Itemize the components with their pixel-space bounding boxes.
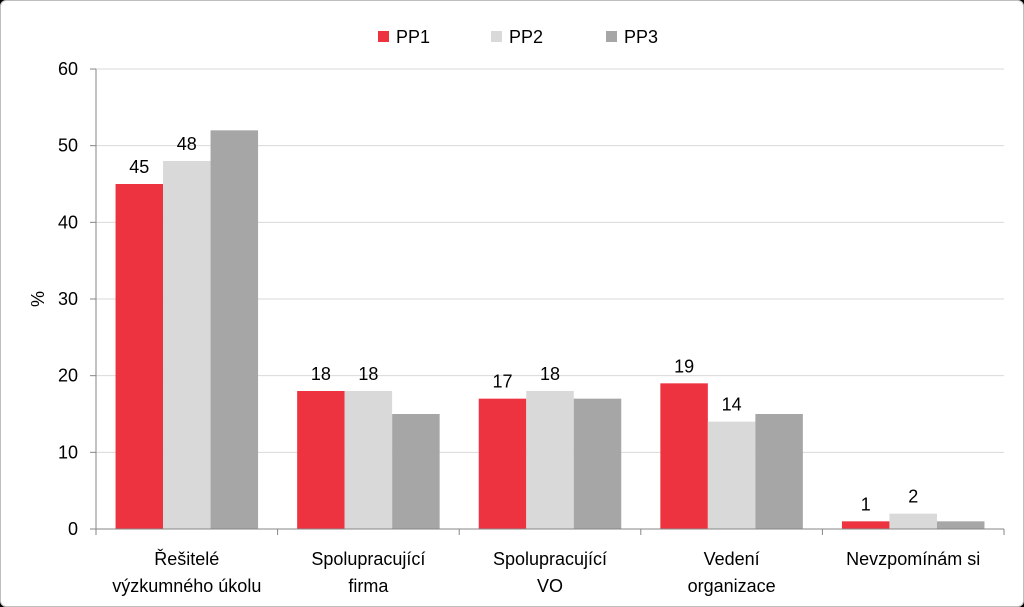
data-label: 18 xyxy=(311,364,331,384)
bar xyxy=(115,184,164,529)
legend-swatch xyxy=(491,31,502,42)
y-tick-label: 60 xyxy=(58,59,78,79)
legend-label: PP3 xyxy=(624,27,658,47)
data-label: 14 xyxy=(722,395,742,415)
data-label: 17 xyxy=(492,372,512,392)
y-tick-label: 0 xyxy=(68,519,78,539)
axes: 0 10 20 30 40 50 60 Řešitelé výzkumného úkolu Spo… xyxy=(58,59,1005,596)
bars xyxy=(115,130,985,530)
bar xyxy=(210,130,259,530)
bar xyxy=(392,414,440,529)
y-tick-label: 30 xyxy=(58,289,78,309)
y-tick-label: 20 xyxy=(58,366,78,386)
bar xyxy=(841,521,890,529)
bar xyxy=(889,513,937,529)
bar xyxy=(660,383,708,529)
data-label: 45 xyxy=(129,157,149,177)
bar xyxy=(478,398,527,529)
bar xyxy=(163,161,211,529)
data-label: 18 xyxy=(540,364,560,384)
x-category-label: firma xyxy=(348,576,389,596)
x-category-label: VO xyxy=(537,576,563,596)
legend-label: PP2 xyxy=(509,27,543,47)
x-category-label: Vedení xyxy=(704,549,760,569)
legend-swatch xyxy=(378,31,389,42)
x-category-label: organizace xyxy=(688,576,776,596)
bar xyxy=(707,421,756,529)
x-category-label: Nevzpomínám si xyxy=(846,549,980,569)
y-axis-label: % xyxy=(28,291,48,307)
data-label: 48 xyxy=(177,134,197,154)
data-label: 19 xyxy=(674,356,694,376)
data-label: 18 xyxy=(358,364,378,384)
legend-swatch xyxy=(606,31,617,42)
bar xyxy=(344,391,393,529)
data-labels: 45 48 18 18 17 18 19 14 1 2 xyxy=(129,134,918,514)
legend: PP1 PP2 PP3 xyxy=(378,27,658,47)
bar xyxy=(755,414,803,529)
x-category-label: Spolupracující xyxy=(311,549,425,569)
legend-label: PP1 xyxy=(396,27,430,47)
x-category-label: Řešitelé xyxy=(154,549,219,569)
data-label: 2 xyxy=(908,487,918,507)
x-category-label: Spolupracující xyxy=(493,549,607,569)
y-tick-label: 40 xyxy=(58,212,78,232)
x-category-label: výzkumného úkolu xyxy=(112,576,261,596)
bar xyxy=(526,391,574,529)
y-tick-label: 50 xyxy=(58,136,78,156)
bar xyxy=(297,391,345,529)
bar xyxy=(936,521,985,529)
y-tick-label: 10 xyxy=(58,442,78,462)
bar xyxy=(573,398,622,529)
data-label: 1 xyxy=(861,494,871,514)
